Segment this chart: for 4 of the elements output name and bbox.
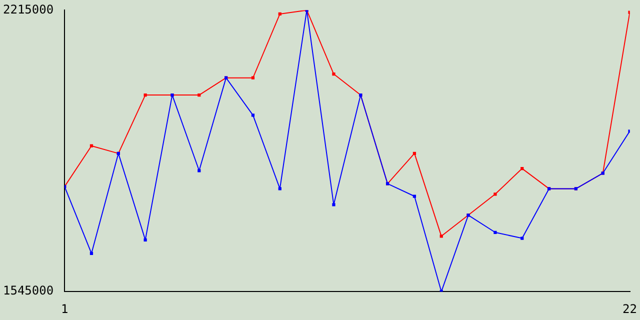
y-tick-label: 1545000: [2, 284, 54, 298]
x-tick-label: 1: [60, 302, 68, 316]
x-tick-label: 22: [622, 302, 637, 316]
y-tick-label: 2215000: [2, 2, 54, 16]
